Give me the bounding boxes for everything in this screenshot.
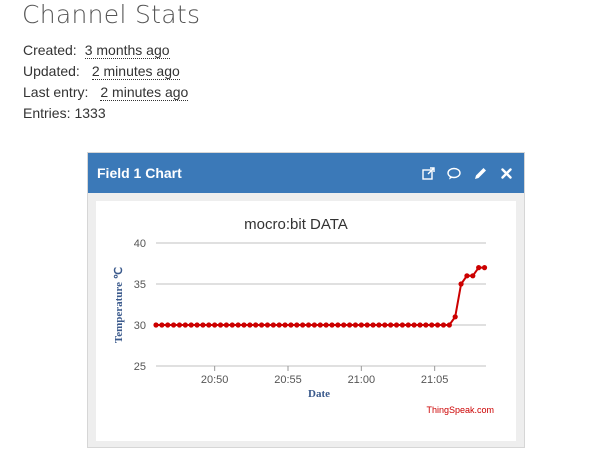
data-point[interactable] xyxy=(417,322,423,328)
stat-entries: Entries: 1333 xyxy=(23,103,188,124)
x-tick-label: 20:50 xyxy=(201,374,229,386)
data-point[interactable] xyxy=(405,322,411,328)
channel-stats: Created: 3 months ago Updated: 2 minutes a… xyxy=(23,40,189,124)
data-point[interactable] xyxy=(335,322,341,328)
data-point[interactable] xyxy=(282,322,288,328)
data-point[interactable] xyxy=(329,322,335,328)
data-point[interactable] xyxy=(259,322,265,328)
stat-last-entry: Last entry: 2 minutes ago xyxy=(23,82,189,103)
data-point[interactable] xyxy=(347,322,353,328)
data-point[interactable] xyxy=(294,322,300,328)
credit-link[interactable]: ThingSpeak.com xyxy=(426,405,494,415)
data-point[interactable] xyxy=(200,322,206,328)
updated-label: Updated: xyxy=(23,63,80,79)
x-tick-label: 20:55 xyxy=(274,374,302,386)
chart-grid xyxy=(156,242,486,367)
data-point[interactable] xyxy=(188,322,194,328)
data-point[interactable] xyxy=(481,265,488,271)
data-point[interactable] xyxy=(182,322,188,328)
page-title: Channel Stats xyxy=(22,0,201,29)
data-point[interactable] xyxy=(276,322,282,328)
data-point[interactable] xyxy=(446,322,452,328)
data-point[interactable] xyxy=(247,322,253,328)
data-point[interactable] xyxy=(411,322,417,328)
last-entry-label: Last entry: xyxy=(23,84,89,100)
data-point[interactable] xyxy=(341,322,347,328)
data-point[interactable] xyxy=(435,322,441,328)
data-point[interactable] xyxy=(476,265,482,271)
y-tick-label: 25 xyxy=(134,361,146,373)
data-point[interactable] xyxy=(159,322,165,328)
external-link-icon[interactable] xyxy=(420,165,436,181)
pencil-icon[interactable] xyxy=(472,165,488,181)
data-point[interactable] xyxy=(370,322,376,328)
card-header: Field 1 Chart xyxy=(88,153,524,193)
data-point[interactable] xyxy=(470,273,476,279)
created-value[interactable]: 3 months ago xyxy=(84,42,170,59)
x-tick-label: 21:00 xyxy=(348,374,376,386)
data-point[interactable] xyxy=(323,322,329,328)
data-point[interactable] xyxy=(311,322,317,328)
data-point[interactable] xyxy=(253,322,259,328)
card-title: Field 1 Chart xyxy=(97,165,182,181)
data-point[interactable] xyxy=(440,322,447,328)
data-point[interactable] xyxy=(270,322,276,328)
y-tick-label: 40 xyxy=(134,238,146,250)
y-axis-ticks: 25 30 35 40 xyxy=(134,238,146,373)
series-temperature xyxy=(153,265,488,328)
data-point[interactable] xyxy=(399,322,405,328)
data-point[interactable] xyxy=(217,322,224,328)
data-point[interactable] xyxy=(458,281,464,287)
comment-icon[interactable] xyxy=(446,165,462,181)
field-chart-card: Field 1 Chart mocro:bit DATA 25 30 35 40 20… xyxy=(87,152,525,448)
data-point[interactable] xyxy=(300,322,306,328)
data-point[interactable] xyxy=(194,322,200,328)
y-axis-label: Temperature ℃ xyxy=(113,267,125,343)
data-point[interactable] xyxy=(212,322,218,328)
data-point[interactable] xyxy=(452,314,458,320)
entries-value: 1333 xyxy=(74,105,106,121)
x-tick-label: 21:05 xyxy=(421,374,449,386)
data-point[interactable] xyxy=(305,322,312,328)
chart-title: mocro:bit DATA xyxy=(244,216,348,233)
data-point[interactable] xyxy=(241,322,247,328)
card-actions xyxy=(420,165,514,181)
y-tick-label: 35 xyxy=(134,279,146,291)
data-point[interactable] xyxy=(358,322,364,328)
data-point[interactable] xyxy=(376,322,382,328)
close-icon[interactable] xyxy=(498,165,514,181)
chart-area: mocro:bit DATA 25 30 35 40 20:50 20:55 21:00 2… xyxy=(96,201,516,441)
x-axis-label: Date xyxy=(308,388,330,400)
stat-created: Created: 3 months ago xyxy=(23,40,188,61)
data-point[interactable] xyxy=(393,322,400,328)
data-point[interactable] xyxy=(206,322,212,328)
data-point[interactable] xyxy=(235,322,241,328)
created-label: Created: xyxy=(23,42,77,58)
data-point[interactable] xyxy=(382,322,388,328)
data-point[interactable] xyxy=(171,322,177,328)
data-point[interactable] xyxy=(352,322,359,328)
data-point[interactable] xyxy=(229,322,235,328)
y-tick-label: 30 xyxy=(134,320,146,332)
data-point[interactable] xyxy=(165,322,171,328)
series-line xyxy=(156,266,485,326)
data-point[interactable] xyxy=(364,322,370,328)
data-point[interactable] xyxy=(223,322,229,328)
data-point[interactable] xyxy=(388,322,394,328)
data-point[interactable] xyxy=(423,322,429,328)
data-point[interactable] xyxy=(288,322,294,328)
entries-label: Entries: xyxy=(23,105,71,121)
x-axis-ticks: 20:50 20:55 21:00 21:05 xyxy=(201,366,449,386)
updated-value[interactable]: 2 minutes ago xyxy=(91,63,180,80)
data-point[interactable] xyxy=(429,322,435,328)
data-point[interactable] xyxy=(176,322,183,328)
data-point[interactable] xyxy=(464,273,470,279)
last-entry-value[interactable]: 2 minutes ago xyxy=(100,84,189,101)
data-point[interactable] xyxy=(153,322,159,328)
data-point[interactable] xyxy=(264,322,271,328)
stat-updated: Updated: 2 minutes ago xyxy=(23,61,188,82)
data-point[interactable] xyxy=(317,322,323,328)
